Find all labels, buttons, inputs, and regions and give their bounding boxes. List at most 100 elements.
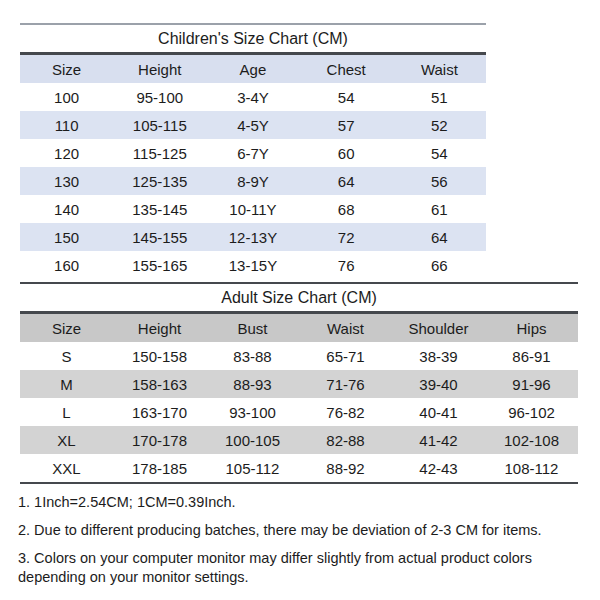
adult-col-header-size: Size xyxy=(20,314,113,342)
adult-size-table: Size Height Bust Waist Shoulder Hips S15… xyxy=(20,314,578,482)
note-color-disclaimer: 3. Colors on your computer monitor may d… xyxy=(18,549,588,587)
table-cell: 163-170 xyxy=(113,398,206,426)
table-cell: 115-125 xyxy=(113,139,206,167)
table-cell: 155-165 xyxy=(113,251,206,279)
table-cell: 120 xyxy=(20,139,113,167)
header-row: Size Height Age Chest Waist xyxy=(20,55,486,83)
table-cell: 10-11Y xyxy=(206,195,299,223)
table-cell: 160 xyxy=(20,251,113,279)
table-cell: 100-105 xyxy=(206,426,299,454)
adult-table-body: S150-15883-8865-7138-3986-91M158-16388-9… xyxy=(20,342,578,482)
table-cell: 145-155 xyxy=(113,223,206,251)
table-cell: 102-108 xyxy=(485,426,578,454)
table-row: 130125-1358-9Y6456 xyxy=(20,167,486,195)
table-cell: 150-158 xyxy=(113,342,206,370)
children-col-header-waist: Waist xyxy=(393,55,486,83)
adult-col-header-bust: Bust xyxy=(206,314,299,342)
children-col-header-height: Height xyxy=(113,55,206,83)
children-chart-title: Children's Size Chart (CM) xyxy=(20,25,486,55)
adult-chart-title: Adult Size Chart (CM) xyxy=(20,284,578,314)
table-cell: 4-5Y xyxy=(206,111,299,139)
table-cell: 68 xyxy=(300,195,393,223)
table-row: M158-16388-9371-7639-4091-96 xyxy=(20,370,578,398)
table-cell: 13-15Y xyxy=(206,251,299,279)
table-cell: 42-43 xyxy=(392,454,485,482)
table-cell: 65-71 xyxy=(299,342,392,370)
note-inch-conversion: 1. 1Inch=2.54CM; 1CM=0.39Inch. xyxy=(18,493,588,512)
table-cell: 86-91 xyxy=(485,342,578,370)
table-cell: 72 xyxy=(300,223,393,251)
table-cell: 83-88 xyxy=(206,342,299,370)
table-cell: 61 xyxy=(393,195,486,223)
adult-size-chart: Adult Size Chart (CM) Size Height Bust W… xyxy=(20,282,578,484)
table-row: XXL178-185105-11288-9242-43108-112 xyxy=(20,454,578,482)
table-cell: 130 xyxy=(20,167,113,195)
table-row: S150-15883-8865-7138-3986-91 xyxy=(20,342,578,370)
table-cell: 6-7Y xyxy=(206,139,299,167)
table-row: 110105-1154-5Y5752 xyxy=(20,111,486,139)
table-cell: 56 xyxy=(393,167,486,195)
table-cell: 64 xyxy=(393,223,486,251)
note-size-deviation: 2. Due to different producing batches, t… xyxy=(18,521,588,540)
table-cell: 140 xyxy=(20,195,113,223)
table-cell: 95-100 xyxy=(113,83,206,111)
table-cell: XL xyxy=(20,426,113,454)
header-row: Size Height Bust Waist Shoulder Hips xyxy=(20,314,578,342)
table-cell: 54 xyxy=(393,139,486,167)
table-cell: 105-112 xyxy=(206,454,299,482)
table-cell: 38-39 xyxy=(392,342,485,370)
adult-table-header: Size Height Bust Waist Shoulder Hips xyxy=(20,314,578,342)
table-row: 120115-1256-7Y6054 xyxy=(20,139,486,167)
table-row: 140135-14510-11Y6861 xyxy=(20,195,486,223)
table-cell: 88-93 xyxy=(206,370,299,398)
table-cell: 125-135 xyxy=(113,167,206,195)
table-cell: 88-92 xyxy=(299,454,392,482)
table-cell: 135-145 xyxy=(113,195,206,223)
table-cell: 110 xyxy=(20,111,113,139)
table-cell: XXL xyxy=(20,454,113,482)
table-cell: 8-9Y xyxy=(206,167,299,195)
children-size-table: Size Height Age Chest Waist 10095-1003-4… xyxy=(20,55,486,279)
table-cell: 158-163 xyxy=(113,370,206,398)
children-size-chart: Children's Size Chart (CM) Size Height A… xyxy=(20,23,486,279)
table-cell: 71-76 xyxy=(299,370,392,398)
table-cell: 51 xyxy=(393,83,486,111)
table-cell: 39-40 xyxy=(392,370,485,398)
table-cell: 108-112 xyxy=(485,454,578,482)
table-cell: 57 xyxy=(300,111,393,139)
table-cell: 105-115 xyxy=(113,111,206,139)
table-cell: 91-96 xyxy=(485,370,578,398)
adult-col-header-height: Height xyxy=(113,314,206,342)
table-cell: 100 xyxy=(20,83,113,111)
table-cell: 52 xyxy=(393,111,486,139)
children-table-header: Size Height Age Chest Waist xyxy=(20,55,486,83)
table-cell: 40-41 xyxy=(392,398,485,426)
table-cell: S xyxy=(20,342,113,370)
table-cell: 3-4Y xyxy=(206,83,299,111)
table-cell: M xyxy=(20,370,113,398)
table-cell: 170-178 xyxy=(113,426,206,454)
table-cell: 54 xyxy=(300,83,393,111)
table-cell: 60 xyxy=(300,139,393,167)
table-cell: 82-88 xyxy=(299,426,392,454)
children-col-header-chest: Chest xyxy=(300,55,393,83)
table-cell: 76-82 xyxy=(299,398,392,426)
table-cell: 178-185 xyxy=(113,454,206,482)
table-row: 150145-15512-13Y7264 xyxy=(20,223,486,251)
table-cell: 64 xyxy=(300,167,393,195)
table-cell: 76 xyxy=(300,251,393,279)
table-cell: 93-100 xyxy=(206,398,299,426)
table-row: 160155-16513-15Y7666 xyxy=(20,251,486,279)
adult-col-header-waist: Waist xyxy=(299,314,392,342)
table-cell: L xyxy=(20,398,113,426)
children-col-header-age: Age xyxy=(206,55,299,83)
children-table-body: 10095-1003-4Y5451110105-1154-5Y575212011… xyxy=(20,83,486,279)
adult-col-header-hips: Hips xyxy=(485,314,578,342)
table-row: XL170-178100-10582-8841-42102-108 xyxy=(20,426,578,454)
children-col-header-size: Size xyxy=(20,55,113,83)
adult-col-header-shoulder: Shoulder xyxy=(392,314,485,342)
table-cell: 12-13Y xyxy=(206,223,299,251)
table-row: L163-17093-10076-8240-4196-102 xyxy=(20,398,578,426)
table-cell: 66 xyxy=(393,251,486,279)
table-cell: 96-102 xyxy=(485,398,578,426)
